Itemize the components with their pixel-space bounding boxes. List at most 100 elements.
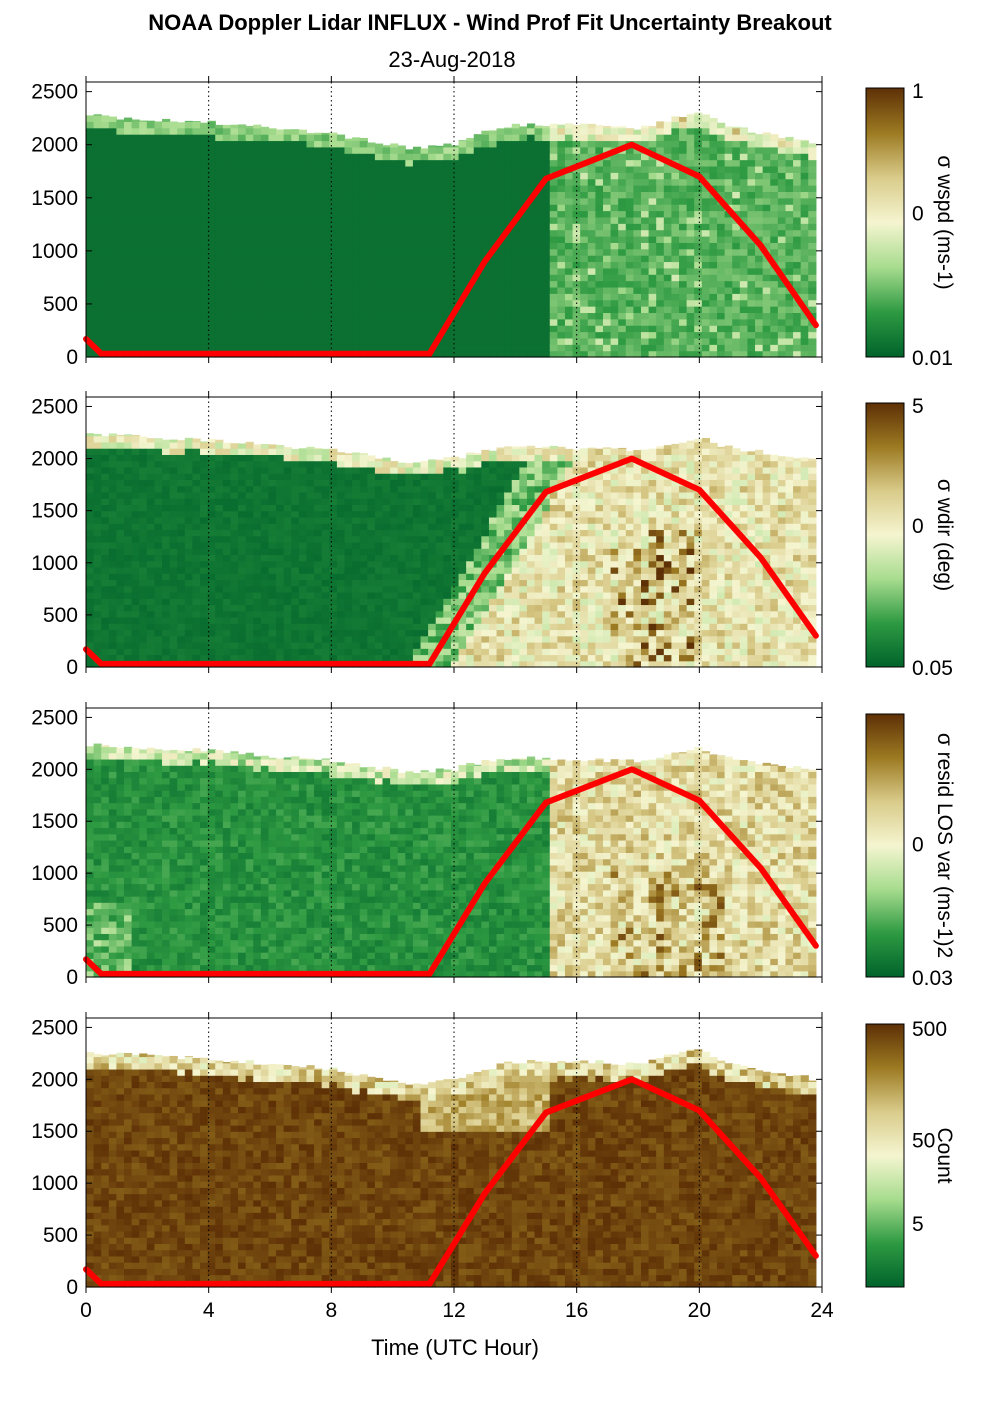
heatmap-cell <box>222 293 232 301</box>
heatmap-cell <box>298 159 308 167</box>
heatmap-cell <box>793 159 802 167</box>
heatmap-cell <box>184 579 194 587</box>
heatmap-cell <box>329 573 338 581</box>
heatmap-cell <box>283 504 292 512</box>
heatmap-cell <box>222 267 232 275</box>
heatmap-cell <box>679 134 688 142</box>
heatmap-cell <box>359 616 368 624</box>
heatmap-cell <box>192 121 201 122</box>
heatmap-cell <box>177 216 186 224</box>
heatmap-cell <box>298 523 308 531</box>
heatmap-cell <box>314 210 323 218</box>
heatmap-cell <box>336 460 346 468</box>
heatmap-cell <box>230 178 239 186</box>
heatmap-cell <box>314 306 323 314</box>
heatmap-cell <box>124 516 133 524</box>
heatmap-cell <box>344 153 353 161</box>
heatmap-cell <box>108 127 118 135</box>
heatmap-cell <box>785 223 794 231</box>
heatmap-cell <box>344 585 353 593</box>
heatmap-cell <box>625 267 634 275</box>
heatmap-cell <box>146 306 156 314</box>
heatmap-cell <box>260 516 270 524</box>
heatmap-cell <box>367 548 376 556</box>
heatmap-cell <box>177 641 186 649</box>
heatmap-cell <box>390 318 399 326</box>
heatmap-cell <box>116 191 125 199</box>
heatmap-cell <box>808 248 817 256</box>
heatmap-cell <box>488 267 498 275</box>
heatmap-cell <box>154 498 163 506</box>
heatmap-cell <box>397 146 406 154</box>
heatmap-cell <box>245 585 254 593</box>
heatmap-cell <box>283 286 292 294</box>
heatmap-cell <box>207 165 216 173</box>
heatmap-cell <box>215 146 224 154</box>
heatmap-cell <box>215 535 224 543</box>
heatmap-cell <box>618 344 627 352</box>
heatmap-cell <box>420 293 429 301</box>
heatmap-cell <box>359 604 368 612</box>
heatmap-cell <box>200 172 209 180</box>
heatmap-cell <box>184 629 194 637</box>
heatmap-cell <box>139 248 148 256</box>
heatmap-cell <box>428 255 437 263</box>
heatmap-cell <box>215 485 224 493</box>
heatmap-cell <box>298 216 308 224</box>
heatmap-cell <box>382 146 391 154</box>
heatmap-cell <box>777 185 787 193</box>
heatmap-cell <box>86 115 95 122</box>
heatmap-cell <box>177 293 186 301</box>
heatmap-cell <box>177 548 186 556</box>
heatmap-cell <box>101 210 110 218</box>
heatmap-cell <box>101 185 110 193</box>
heatmap-cell <box>519 337 528 345</box>
heatmap-cell <box>557 204 566 212</box>
heatmap-cell <box>139 216 148 224</box>
heatmap-cell <box>481 267 490 275</box>
heatmap-cell <box>390 143 399 148</box>
heatmap-cell <box>108 140 118 148</box>
heatmap-cell <box>481 337 490 345</box>
heatmap-cell <box>618 204 627 212</box>
heatmap-cell <box>458 191 467 199</box>
heatmap-cell <box>709 312 718 320</box>
heatmap-cell <box>184 146 194 154</box>
heatmap-cell <box>374 648 384 656</box>
heatmap-cell <box>124 286 133 294</box>
heatmap-cell <box>549 286 558 294</box>
heatmap-cell <box>663 204 673 212</box>
heatmap-cell <box>709 325 718 333</box>
heatmap-cell <box>291 535 300 543</box>
heatmap-cell <box>785 350 794 358</box>
heatmap-cell <box>207 485 216 493</box>
heatmap-cell <box>268 280 277 288</box>
heatmap-cell <box>124 585 133 593</box>
heatmap-cell <box>717 344 726 352</box>
heatmap-cell <box>367 325 376 333</box>
heatmap-cell <box>93 454 102 462</box>
heatmap-cell <box>390 159 399 167</box>
heatmap-cell <box>116 159 125 167</box>
heatmap-cell <box>473 280 482 288</box>
heatmap-cell <box>184 460 194 468</box>
heatmap-cell <box>116 648 125 656</box>
heatmap-cell <box>663 261 673 269</box>
heatmap-cell <box>504 153 513 161</box>
heatmap-cell <box>504 318 513 326</box>
heatmap-cell <box>466 235 475 243</box>
heatmap-cell <box>124 242 133 250</box>
heatmap-cell <box>610 153 619 161</box>
heatmap-cell <box>230 591 239 599</box>
heatmap-cell <box>329 591 338 599</box>
heatmap-cell <box>336 280 346 288</box>
heatmap-cell <box>268 159 277 167</box>
heatmap-cell <box>154 516 163 524</box>
heatmap-cell <box>344 325 353 333</box>
heatmap-cell <box>352 172 361 180</box>
heatmap-cell <box>519 255 528 263</box>
heatmap-cell <box>344 616 353 624</box>
heatmap-cell <box>329 585 338 593</box>
heatmap-cell <box>724 267 733 275</box>
heatmap-cell <box>359 548 368 556</box>
